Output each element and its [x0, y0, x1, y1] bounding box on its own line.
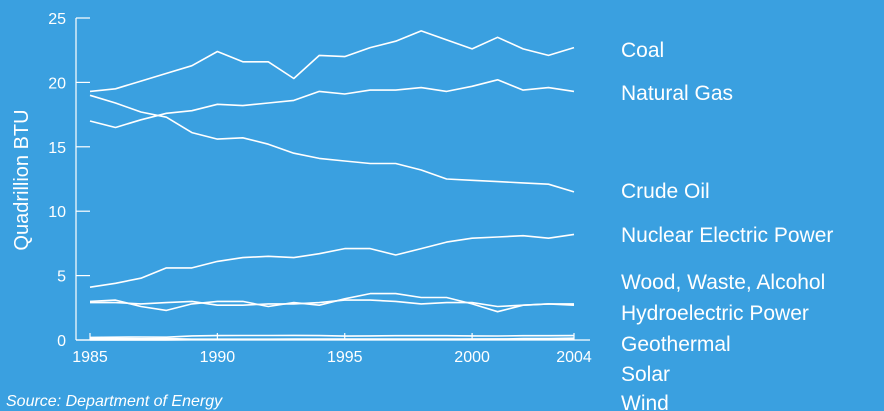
- y-tick-label: 20: [48, 75, 66, 92]
- y-tick-label: 25: [48, 11, 66, 28]
- series-lines: [89, 30, 575, 341]
- x-tick-label: 1990: [200, 349, 236, 366]
- x-tick-label: 1995: [327, 349, 363, 366]
- y-axis-label: Quadrillion BTU: [11, 109, 33, 250]
- legend-label-wind: Wind: [621, 392, 669, 411]
- legend-label-crude-oil: Crude Oil: [621, 180, 710, 203]
- axes: [75, 18, 590, 341]
- series-line-geothermal: [89, 334, 575, 339]
- x-tick-label: 2004: [556, 349, 592, 366]
- series-line-wind: [90, 337, 575, 341]
- y-ticks: 0 5 10 15 20 25: [48, 11, 90, 350]
- series-line-natural-gas: [89, 79, 575, 129]
- y-tick-label: 10: [48, 204, 66, 221]
- x-tick-label: 1985: [72, 349, 108, 366]
- y-tick-label: 0: [57, 333, 66, 350]
- series-line-wood-waste-alcohol: [90, 299, 574, 308]
- series-line-nuclear-electric-power: [89, 233, 575, 288]
- legend-label-geothermal: Geothermal: [621, 333, 731, 356]
- series-line-coal: [89, 30, 575, 93]
- source-note: Source: Department of Energy: [6, 393, 223, 410]
- legend-label-natural-gas: Natural Gas: [621, 82, 733, 105]
- series-line-crude-oil: [89, 94, 575, 193]
- legend-label-hydroelectric-power: Hydroelectric Power: [621, 302, 809, 325]
- x-ticks: 1985 1990 1995 2000 2004: [72, 333, 592, 366]
- y-tick-label: 5: [57, 269, 66, 286]
- legend-label-nuclear-electric-power: Nuclear Electric Power: [621, 224, 833, 247]
- legend-label-coal: Coal: [621, 39, 664, 62]
- legend-label-solar: Solar: [621, 363, 670, 386]
- x-tick-label: 2000: [454, 349, 490, 366]
- legend-label-wood-waste-alcohol: Wood, Waste, Alcohol: [621, 271, 825, 294]
- series-line-hydroelectric-power: [89, 292, 575, 313]
- y-tick-label: 15: [48, 140, 66, 157]
- legend: Coal Natural Gas Crude Oil Nuclear Electric…: [621, 39, 833, 411]
